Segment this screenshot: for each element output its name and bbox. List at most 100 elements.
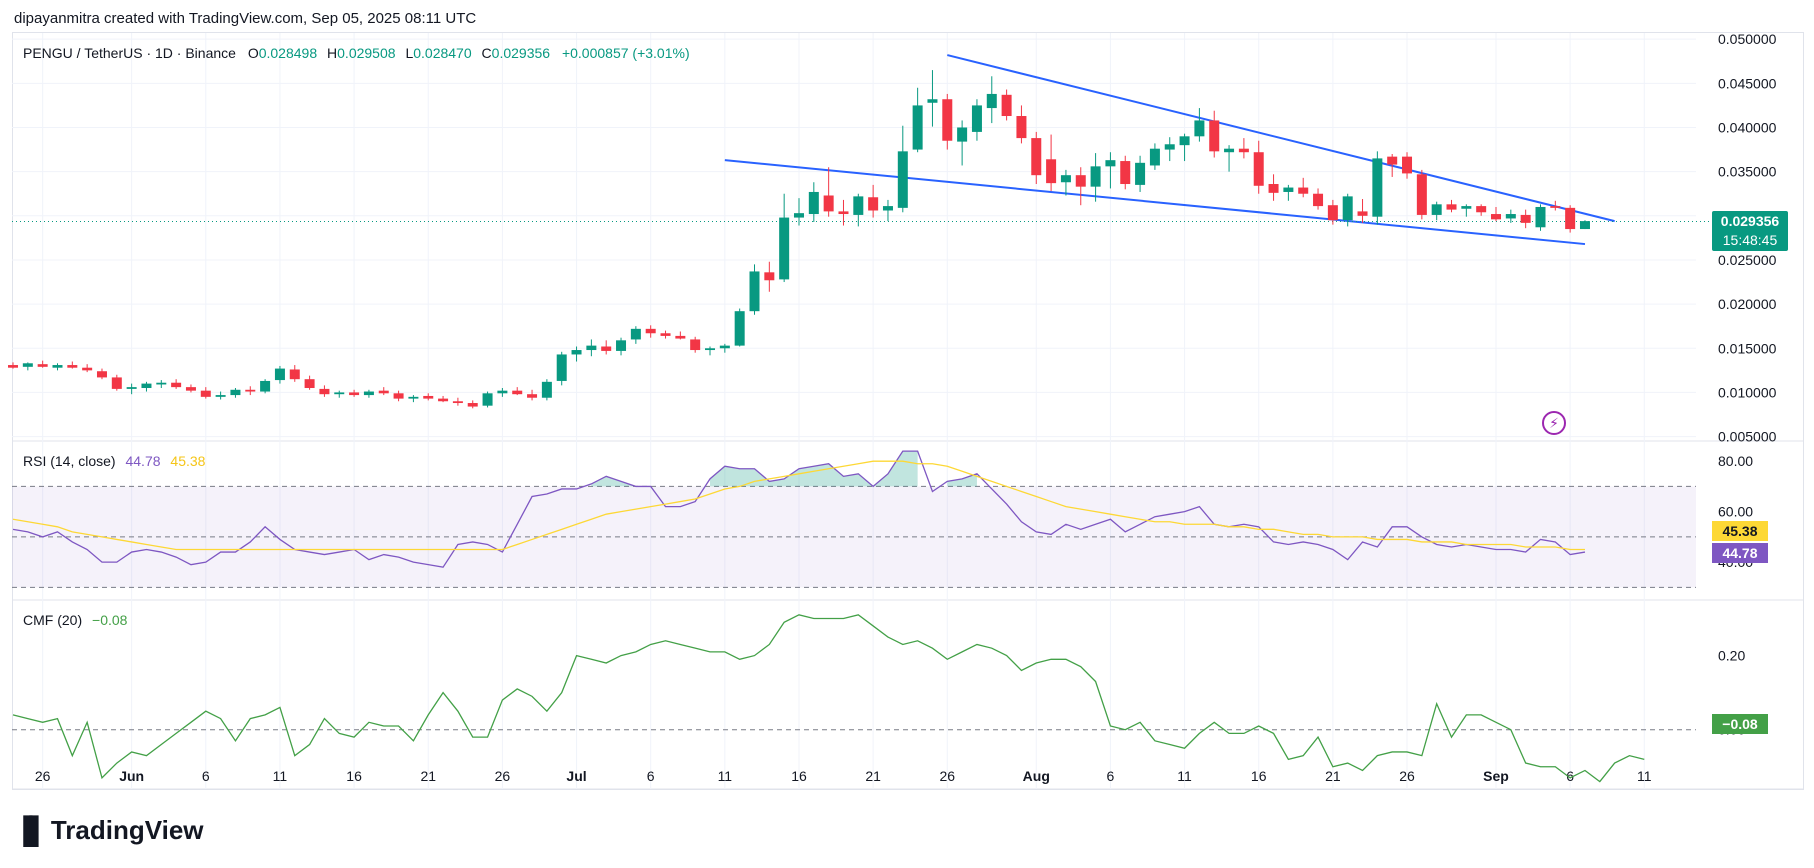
time-tick-label: 21 xyxy=(865,768,881,784)
candle-body xyxy=(645,328,656,334)
rsi-legend[interactable]: RSI (14, close) 44.78 45.38 xyxy=(23,453,207,469)
close-value: 0.029356 xyxy=(491,45,551,61)
time-tick-label: 6 xyxy=(1107,768,1115,784)
candle-body xyxy=(1298,187,1309,194)
last-price-value: 0.029356 xyxy=(1720,213,1780,229)
time-tick-label: 26 xyxy=(1399,768,1415,784)
candle-body xyxy=(1075,175,1086,187)
candle-body xyxy=(586,345,597,351)
time-tick-label: 6 xyxy=(1566,768,1574,784)
candle-body xyxy=(452,401,463,404)
price-tick-label: 0.010000 xyxy=(1718,384,1777,400)
candle-body xyxy=(808,191,819,215)
symbol-legend[interactable]: PENGU / TetherUS · 1D · Binance O0.02849… xyxy=(23,45,692,61)
candle-body xyxy=(497,390,508,394)
candle-body xyxy=(438,398,449,402)
candle-body xyxy=(868,197,879,211)
open-value: 0.028498 xyxy=(258,45,318,61)
candle-body xyxy=(882,206,893,211)
candle-body xyxy=(1253,152,1264,186)
candle-body xyxy=(111,377,122,389)
candle-body xyxy=(986,93,997,109)
candle-body xyxy=(1416,174,1427,215)
time-tick-label: 11 xyxy=(1637,768,1652,784)
price-tick-label: 0.035000 xyxy=(1718,164,1777,180)
candle-body xyxy=(660,333,671,336)
candle-body xyxy=(764,272,775,281)
candle-body xyxy=(1283,187,1294,192)
rsi-label[interactable]: RSI (14, close) xyxy=(23,453,116,469)
cmf-legend[interactable]: CMF (20) −0.08 xyxy=(23,612,129,628)
candle-body xyxy=(541,381,552,398)
candle-body xyxy=(1120,161,1131,185)
candle-body xyxy=(734,311,745,346)
candle-body xyxy=(1016,116,1027,139)
price-tick-label: 0.050000 xyxy=(1718,31,1777,47)
candle-body xyxy=(1327,205,1338,221)
candle-body xyxy=(1238,148,1249,153)
time-tick-label: 21 xyxy=(1325,768,1341,784)
candle-body xyxy=(1505,214,1516,219)
candle-body xyxy=(1179,136,1190,146)
price-tick-label: 0.005000 xyxy=(1718,429,1777,445)
candle-body xyxy=(1535,206,1546,228)
candle-body xyxy=(52,365,63,368)
price-tick-label: 0.020000 xyxy=(1718,296,1777,312)
tradingview-logo[interactable]: ▐▌ TradingView xyxy=(14,815,204,846)
countdown-timer: 15:48:45 xyxy=(1722,232,1778,248)
lightning-icon[interactable]: ⚡ xyxy=(1542,411,1566,435)
candle-body xyxy=(1476,206,1487,213)
symbol-title[interactable]: PENGU / TetherUS · 1D · Binance xyxy=(23,45,236,61)
candle-body xyxy=(927,99,938,103)
price-tick-label: 0.025000 xyxy=(1718,252,1777,268)
rsi-tick-label: 60.00 xyxy=(1718,504,1753,520)
chart-caption: dipayanmitra created with TradingView.co… xyxy=(14,10,477,27)
low-label: L xyxy=(405,45,414,61)
candle-body xyxy=(22,363,33,367)
candle-body xyxy=(274,368,285,381)
candle-body xyxy=(957,127,968,142)
candle-body xyxy=(1031,138,1042,176)
time-tick-label: 16 xyxy=(791,768,807,784)
time-tick-label: 26 xyxy=(495,768,511,784)
candle-body xyxy=(1224,148,1235,153)
time-tick-label: 11 xyxy=(718,768,733,784)
candle-body xyxy=(378,390,389,394)
candle-body xyxy=(690,339,701,351)
candle-body xyxy=(1268,184,1279,193)
candle-body xyxy=(971,105,982,132)
candle-body xyxy=(1342,196,1353,221)
high-value: 0.029508 xyxy=(337,45,396,61)
candle-body xyxy=(67,365,78,368)
rsi-value: 44.78 xyxy=(125,453,161,469)
cmf-label[interactable]: CMF (20) xyxy=(23,612,83,628)
candle-body xyxy=(1149,148,1160,166)
candle-body xyxy=(156,382,167,385)
cmf-badge: −0.08 xyxy=(1712,714,1768,734)
candle-body xyxy=(1402,156,1413,174)
tradingview-logo-icon: ▐▌ xyxy=(14,815,48,845)
candle-body xyxy=(1209,120,1220,152)
candle-body xyxy=(319,388,330,395)
time-tick-label: 26 xyxy=(35,768,51,784)
candle-body xyxy=(601,346,612,351)
time-tick-label: 26 xyxy=(940,768,956,784)
candle-body xyxy=(1135,162,1146,185)
candle-body xyxy=(37,364,48,367)
candle-body xyxy=(1565,207,1576,230)
candle-body xyxy=(1520,214,1531,223)
candle-body xyxy=(675,335,686,339)
last-price-badge: 0.029356 15:48:45 xyxy=(1712,211,1788,251)
candle-body xyxy=(912,105,923,150)
trendline-upper xyxy=(947,54,1615,223)
candle-body xyxy=(616,340,627,351)
time-tick-label: Jul xyxy=(566,768,586,784)
candle-body xyxy=(1001,94,1012,117)
candle-body xyxy=(942,99,953,141)
time-tick-label: 6 xyxy=(202,768,210,784)
candle-body xyxy=(126,387,137,389)
open-label: O xyxy=(247,45,259,61)
time-tick-label: 16 xyxy=(346,768,362,784)
candle-body xyxy=(467,403,478,407)
